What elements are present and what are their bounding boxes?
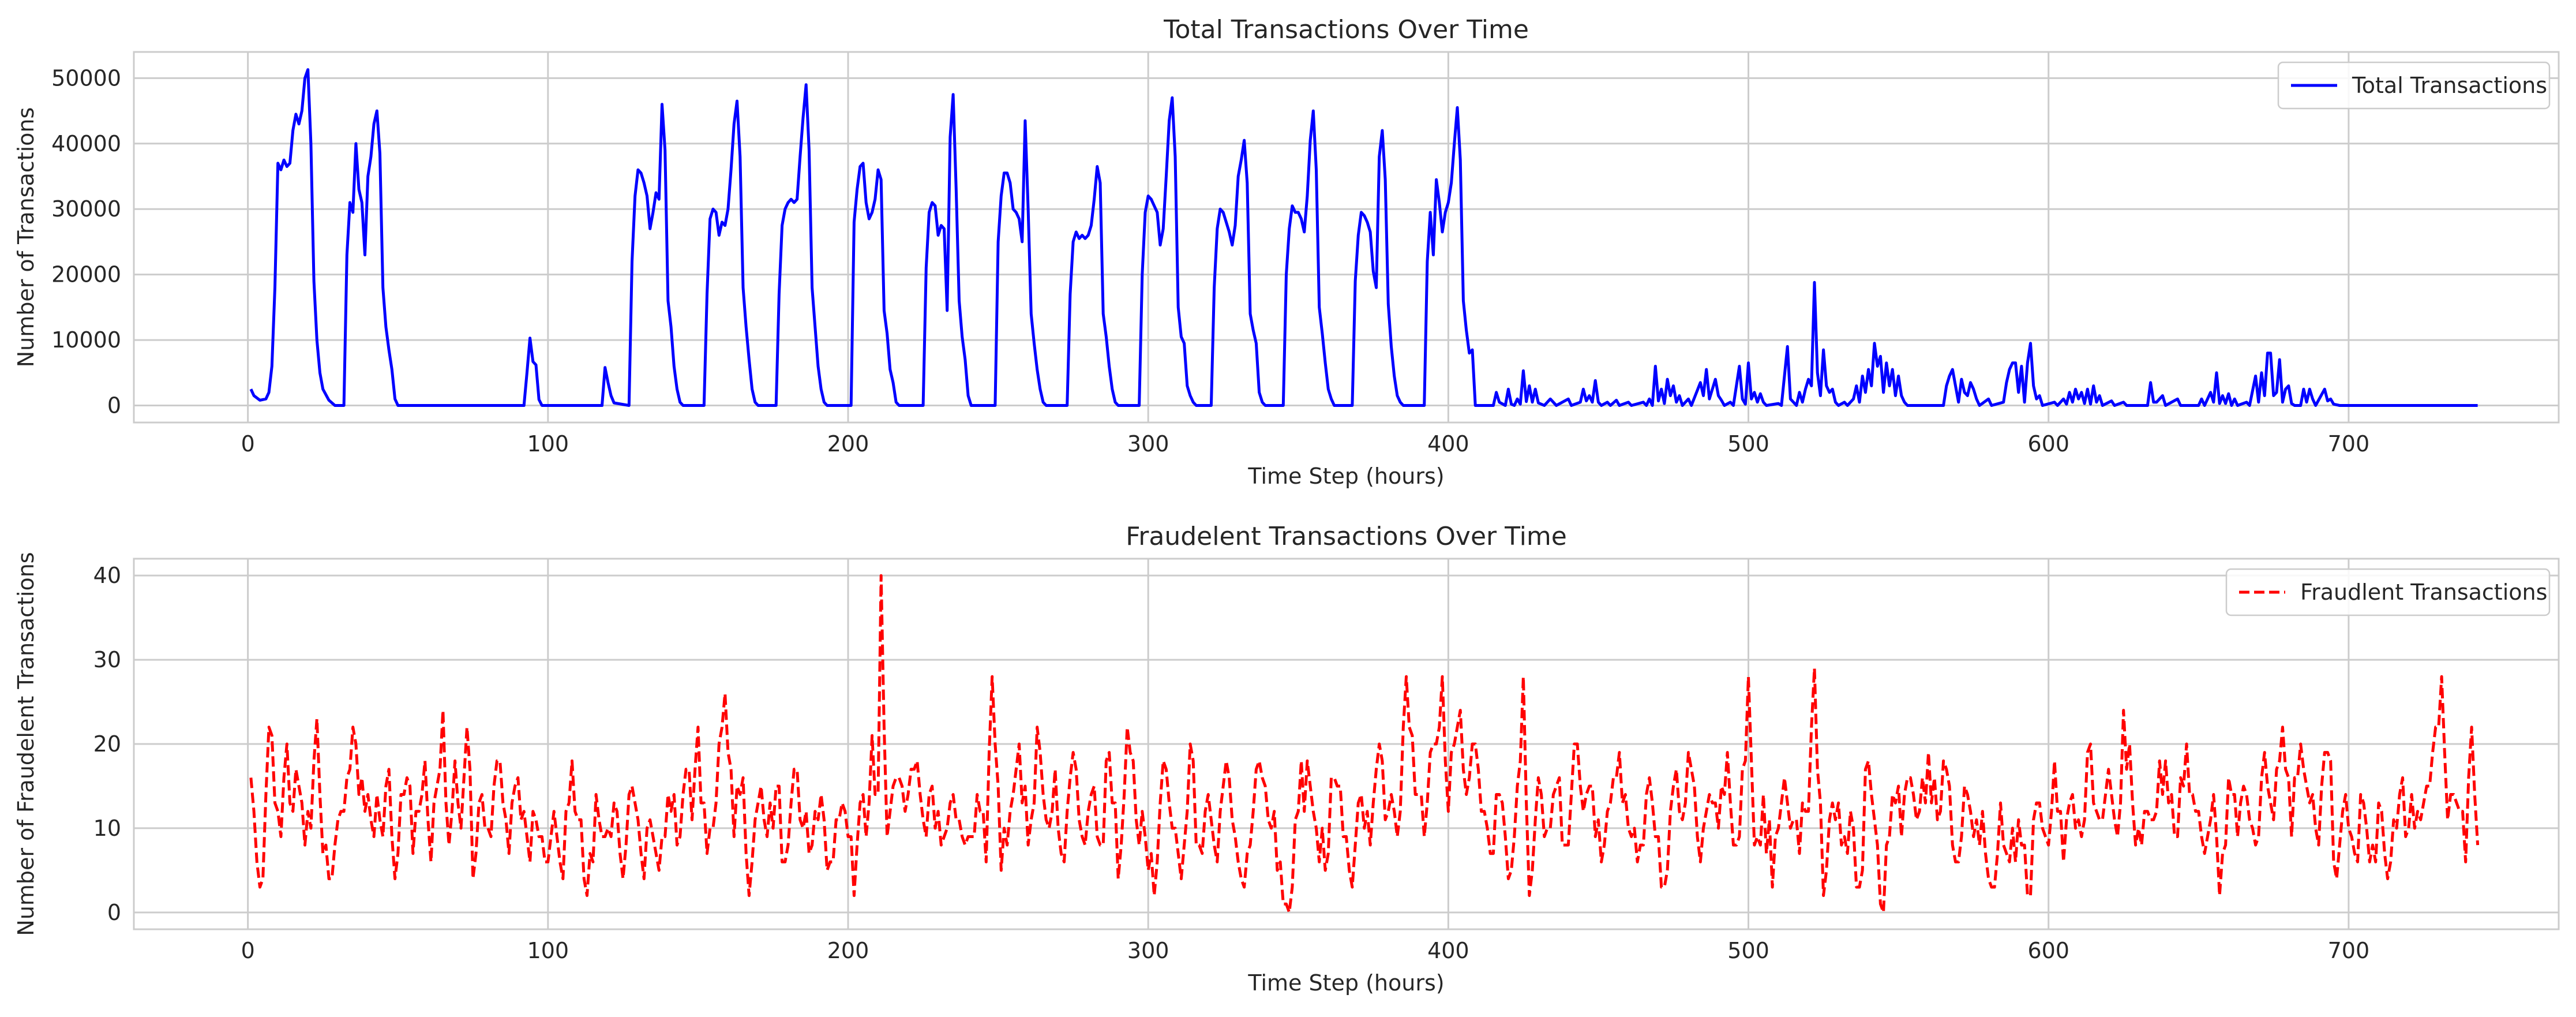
y-tick-label: 30000 <box>51 196 121 222</box>
x-tick-label: 300 <box>1127 938 1169 963</box>
y-tick-label: 20 <box>93 731 121 757</box>
y-tick-label: 40 <box>93 563 121 588</box>
x-axis-label: Time Step (hours) <box>1247 463 1444 489</box>
x-tick-label: 500 <box>1727 431 1769 457</box>
legend-box <box>2277 61 2551 110</box>
y-tick-label: 30 <box>93 647 121 672</box>
y-tick-label: 50000 <box>51 65 121 91</box>
legend-label: Fraudlent Transactions <box>2300 579 2547 605</box>
x-tick-label: 100 <box>527 431 569 457</box>
legend-box <box>2225 568 2551 616</box>
legend-label: Total Transactions <box>2352 73 2547 98</box>
x-tick-label: 0 <box>241 938 255 963</box>
axes-frame <box>133 51 2560 424</box>
legend: Total Transactions <box>2277 61 2551 110</box>
x-tick-label: 0 <box>241 431 255 457</box>
series-line-fraudlent-transactions <box>249 574 2480 914</box>
chart-title: Fraudelent Transactions Over Time <box>1126 522 1567 551</box>
x-tick-label: 700 <box>2328 938 2370 963</box>
series-line-total-transactions <box>249 68 2478 407</box>
x-tick-label: 400 <box>1427 431 1469 457</box>
x-tick-label: 600 <box>2027 938 2069 963</box>
x-tick-label: 600 <box>2027 431 2069 457</box>
axes-total-transactions: 0 100 200 300 400 500 600 700 0 10000 20000 30000 40… <box>13 15 2560 489</box>
x-tick-label: 200 <box>827 938 869 963</box>
y-tick-label: 40000 <box>51 131 121 156</box>
x-tick-label: 400 <box>1427 938 1469 963</box>
y-tick-label: 0 <box>107 900 121 925</box>
y-tick-label: 10000 <box>51 327 121 353</box>
x-tick-label: 500 <box>1727 938 1769 963</box>
axes-fraudulent-transactions: 0 100 200 300 400 500 600 700 0 10 20 30 40 Fraudelen… <box>13 522 2560 996</box>
x-tick-label: 200 <box>827 431 869 457</box>
chart-title: Total Transactions Over Time <box>1163 15 1529 44</box>
axes-frame <box>133 558 2560 930</box>
y-tick-label: 10 <box>93 816 121 841</box>
legend: Fraudlent Transactions <box>2225 568 2551 616</box>
y-tick-label: 0 <box>107 393 121 418</box>
x-tick-label: 100 <box>527 938 569 963</box>
y-tick-label: 20000 <box>51 262 121 287</box>
x-axis-label: Time Step (hours) <box>1247 970 1444 996</box>
x-tick-label: 700 <box>2328 431 2370 457</box>
y-axis-label: Number of Transactions <box>13 107 39 368</box>
x-tick-label: 300 <box>1127 431 1169 457</box>
y-axis-label: Number of Fraudelent Transactions <box>13 552 39 936</box>
